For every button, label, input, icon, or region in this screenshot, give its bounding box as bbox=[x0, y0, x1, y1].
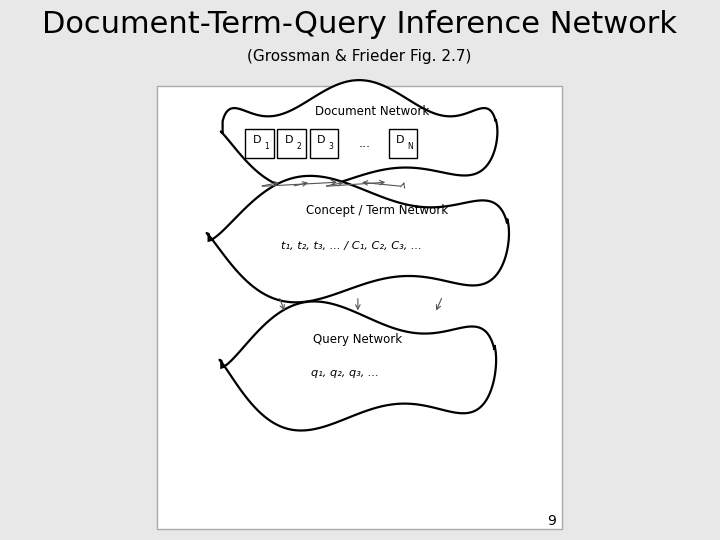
Text: q₁, q₂, q₃, ...: q₁, q₂, q₃, ... bbox=[311, 368, 379, 377]
Text: Query Network: Query Network bbox=[313, 333, 402, 346]
FancyBboxPatch shape bbox=[389, 129, 417, 158]
FancyBboxPatch shape bbox=[277, 129, 306, 158]
PathPatch shape bbox=[220, 301, 496, 430]
Bar bbox=[157, 86, 562, 529]
Text: D: D bbox=[317, 135, 325, 145]
Text: (Grossman & Frieder Fig. 2.7): (Grossman & Frieder Fig. 2.7) bbox=[247, 49, 472, 64]
Text: D: D bbox=[253, 135, 261, 145]
Text: N: N bbox=[407, 143, 413, 151]
Text: t₁, t₂, t₃, ... / C₁, C₂, C₃, ...: t₁, t₂, t₃, ... / C₁, C₂, C₃, ... bbox=[281, 241, 422, 251]
Text: 3: 3 bbox=[328, 143, 333, 151]
Text: 9: 9 bbox=[548, 514, 557, 528]
PathPatch shape bbox=[207, 176, 509, 302]
Text: 1: 1 bbox=[264, 143, 269, 151]
PathPatch shape bbox=[221, 80, 498, 190]
Text: 2: 2 bbox=[297, 143, 301, 151]
Text: D: D bbox=[285, 135, 293, 145]
FancyBboxPatch shape bbox=[246, 129, 274, 158]
Text: ...: ... bbox=[359, 137, 370, 150]
Text: Document-Term-Query Inference Network: Document-Term-Query Inference Network bbox=[42, 10, 677, 39]
Text: Concept / Term Network: Concept / Term Network bbox=[306, 204, 449, 217]
Text: D: D bbox=[396, 135, 405, 145]
Text: Document Network: Document Network bbox=[315, 105, 429, 118]
FancyBboxPatch shape bbox=[310, 129, 338, 158]
